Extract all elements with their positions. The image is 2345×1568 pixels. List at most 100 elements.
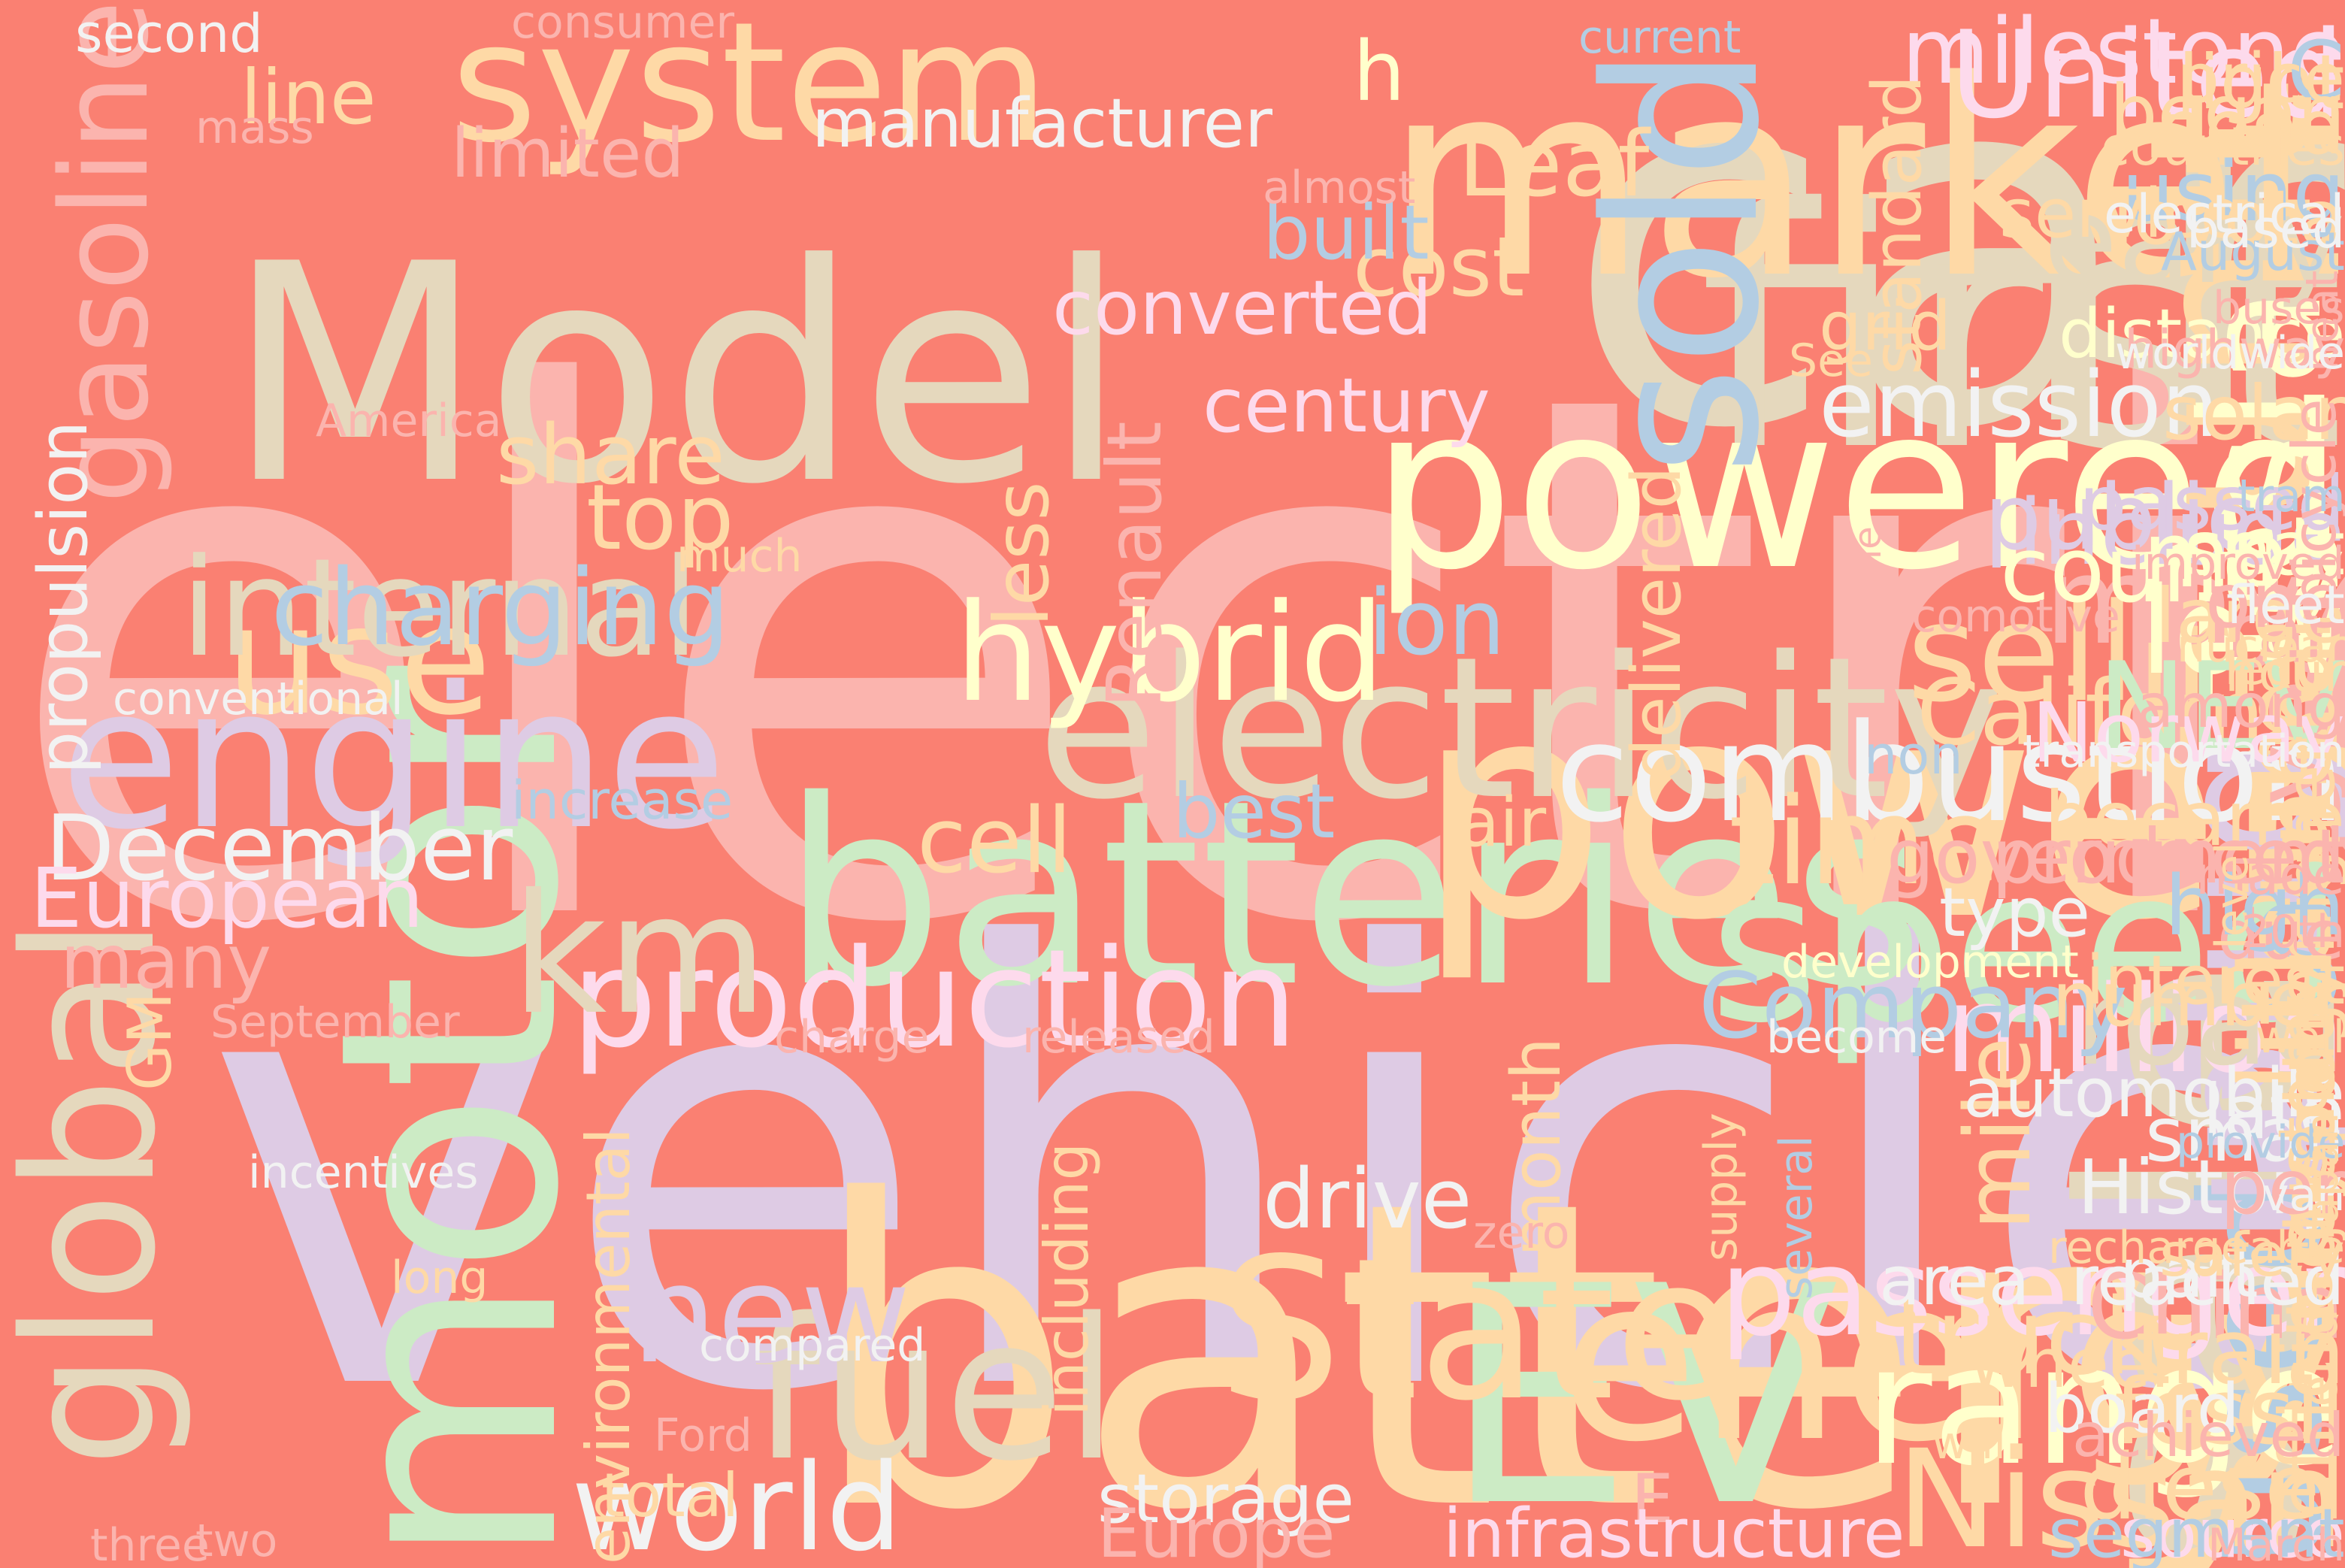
word-worldwide: worldwide	[2115, 327, 2345, 380]
word-current: current	[1578, 11, 1741, 64]
word-conventional: conventional	[113, 673, 404, 725]
word-solar: solar	[2162, 369, 2345, 457]
word-road: road	[2074, 952, 2345, 1092]
word-train: train	[2135, 1300, 2345, 1405]
word-achieved: achieved	[2072, 1400, 2345, 1470]
word-provide: provide	[2176, 1116, 2345, 1169]
word-highway: highway	[2124, 319, 2345, 380]
word-diesel: diesel	[2080, 1436, 2345, 1540]
word-powered: powered	[1371, 357, 2345, 619]
word-charging: charging	[271, 547, 731, 670]
word-public: public	[1984, 466, 2256, 571]
word-per: per	[2220, 1143, 2345, 1231]
word-type: type	[1939, 873, 2091, 952]
word-buses: buses	[2213, 282, 2345, 334]
word-car: car	[1564, 0, 2345, 537]
word-company: Company	[1699, 955, 2128, 1059]
word-much: much	[676, 530, 803, 583]
word-made: made	[2195, 845, 2345, 907]
word-rechargeable: rechargeable	[2048, 1221, 2345, 1274]
word-rail: rail	[2226, 587, 2345, 675]
word-well: well	[2256, 1011, 2345, 1064]
word-december: December	[45, 797, 513, 901]
word-european: European	[30, 850, 424, 946]
word-country: country	[2000, 519, 2345, 623]
word-electrical: electrical	[2104, 183, 2345, 245]
word-first: first	[1699, 138, 2345, 523]
word-cost: cost	[1353, 219, 1525, 315]
word-become: become	[1766, 1011, 1947, 1064]
word-leaf: Leaf	[1458, 113, 1650, 217]
word-truck: truck	[1894, 1276, 2165, 1399]
word-20th: 20th	[2241, 906, 2345, 958]
word-source: source	[2120, 1494, 2345, 1568]
word-japan: Japan	[2296, 1112, 2345, 1238]
word-manufacturer: manufacturer	[812, 84, 1272, 163]
word-need: need	[2157, 83, 2345, 171]
word-production: production	[571, 921, 1298, 1078]
word-produced: produced	[1992, 813, 2345, 901]
word-infrastructure: infrastructure	[1443, 1494, 1905, 1568]
word-propulsion: propulsion	[24, 420, 103, 774]
word-interest: interest	[2086, 941, 2345, 1020]
word-released: released	[1022, 1011, 1215, 1064]
word-including: including	[1032, 1142, 1102, 1416]
word-two: two	[195, 1515, 278, 1567]
word-based: based	[2186, 198, 2345, 260]
word-world: world	[571, 1437, 903, 1568]
word-passenger: passenger	[1720, 1222, 2345, 1363]
word-improved: improved	[2132, 537, 2345, 590]
word-almost: almost	[1263, 162, 1416, 214]
word-total: total	[601, 1461, 739, 1530]
word-power: power	[1416, 637, 2345, 986]
word-engine: engine	[60, 646, 727, 873]
word-safety: safety	[2159, 1220, 2345, 1290]
word-transportation: transportation	[2023, 725, 2345, 778]
word-several: several	[1770, 1135, 1823, 1300]
word-august: August	[2161, 221, 2345, 283]
word-converted: converted	[1052, 264, 1433, 352]
word-ford: Ford	[654, 1409, 752, 1462]
word-vehicle: vehicle	[204, 822, 2345, 1523]
word-include: include	[2018, 481, 2345, 586]
word-km: km	[511, 858, 768, 1051]
word-second: second	[75, 3, 263, 65]
word-number: number	[2052, 955, 2345, 1043]
word-century: century	[1203, 362, 1490, 450]
word-van: van	[2262, 1169, 2345, 1221]
word-hour: hour	[2225, 642, 2345, 704]
word-became: became	[2044, 775, 2345, 863]
word-charge: charge	[774, 1011, 930, 1064]
word-h: h	[1353, 23, 1405, 120]
word-selling: selling	[1907, 575, 2345, 732]
word-high: high	[2165, 858, 2345, 954]
word-new: new	[631, 1237, 912, 1394]
word-long: long	[391, 1252, 489, 1304]
word-electric: electric	[0, 241, 2345, 1081]
word-early: early	[2044, 170, 2345, 310]
word-emission: emission	[1819, 353, 2219, 458]
word-will: will	[1932, 1417, 2007, 1470]
word-non: non	[1864, 725, 1963, 786]
word-using: using	[2122, 144, 2345, 240]
word-time: time	[1729, 771, 2001, 912]
word-development: development	[1781, 936, 2079, 988]
word-price: price	[2177, 39, 2345, 118]
word-milestone: milestone	[1902, 0, 2345, 104]
word-distance: distance	[2059, 295, 2345, 374]
word-energy: energy	[1560, 1229, 2345, 1491]
word-history: History	[2077, 1143, 2345, 1231]
word-low: low	[2140, 561, 2345, 701]
word-board: board	[2044, 1370, 2240, 1448]
word-september: September	[210, 996, 460, 1049]
word-ev: EV	[1443, 1223, 1839, 1568]
word-china: China	[2087, 1255, 2345, 1360]
word-sold: sold	[1561, 45, 1806, 476]
word-electricity: electricity	[1037, 616, 2005, 843]
word-state: State	[1218, 1217, 1735, 1444]
word-march: March	[2207, 1519, 2345, 1568]
word-range: range	[1864, 1309, 2345, 1502]
word-mph: mph	[2143, 504, 2345, 608]
word-fleet: fleet	[2226, 574, 2345, 636]
word-less: less	[978, 481, 1066, 627]
